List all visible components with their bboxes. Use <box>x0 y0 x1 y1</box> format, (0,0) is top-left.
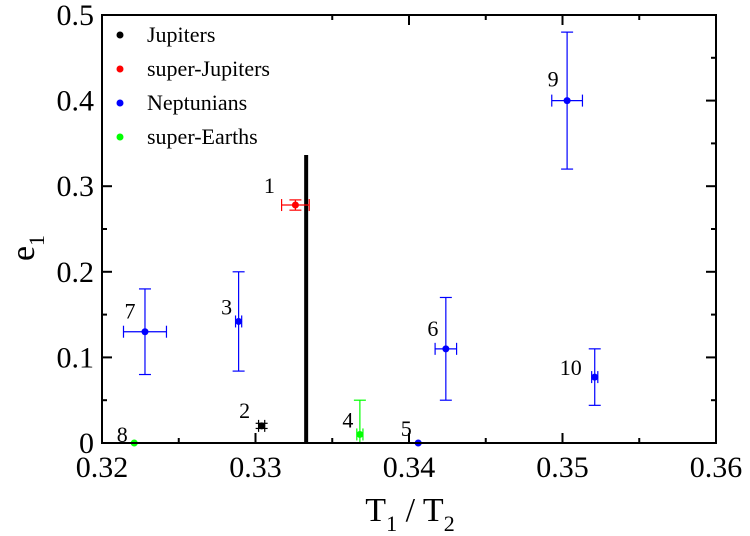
point-label: 2 <box>239 398 250 423</box>
y-tick-label: 0.2 <box>57 256 95 289</box>
point-marker <box>141 328 149 336</box>
point-label: 10 <box>560 355 582 380</box>
x-axis-label-main: T <box>365 492 386 529</box>
point-label: 7 <box>124 299 135 324</box>
point-label: 6 <box>427 316 438 341</box>
legend-box <box>103 16 310 155</box>
legend-entry: Neptunians <box>147 90 247 115</box>
y-axis-label: e1 <box>5 235 49 261</box>
point-marker <box>235 317 243 325</box>
x-tick-label: 0.34 <box>383 451 436 484</box>
x-tick-label: 0.36 <box>690 451 743 484</box>
y-tick-label: 0.3 <box>57 170 95 203</box>
point-marker <box>291 201 299 209</box>
point-label: 5 <box>401 416 412 441</box>
axis-ticks: 0.32 0.33 0.34 0.35 0.36 0 0.1 0.2 0.3 0.4 0.5 <box>57 0 743 484</box>
x-axis-label-sub1: 1 <box>386 511 397 536</box>
x-tick-label: 0.33 <box>229 451 282 484</box>
data-point: 4 <box>342 399 366 444</box>
point-marker <box>356 430 364 438</box>
point-marker <box>442 345 450 353</box>
data-point: 3 <box>221 271 245 372</box>
y-tick-label: 0.1 <box>57 341 95 374</box>
data-point: 6 <box>427 296 458 401</box>
y-axis-label-main: e <box>5 246 42 261</box>
x-axis-label-slash: / T <box>397 492 444 529</box>
data-point: 5 <box>401 416 422 447</box>
data-point: 10 <box>560 348 601 406</box>
x-axis-label: T1 / T2 <box>365 492 454 536</box>
legend: Jupiters super-Jupiters Neptunians super-Ea… <box>103 16 310 155</box>
legend-marker <box>116 65 124 73</box>
plot-frame <box>101 14 717 444</box>
y-tick-label: 0.5 <box>57 0 95 32</box>
data-point: 1 <box>264 173 310 212</box>
point-label: 3 <box>221 294 232 319</box>
x-tick-label: 0.32 <box>76 451 129 484</box>
data-point: 2 <box>239 398 268 432</box>
legend-marker <box>116 133 124 141</box>
legend-entry: super-Earths <box>147 124 258 149</box>
point-label: 8 <box>117 422 128 447</box>
point-marker <box>591 373 599 381</box>
legend-entry: Jupiters <box>147 22 215 47</box>
y-tick-label: 0.4 <box>57 85 95 118</box>
y-tick-label: 0 <box>79 427 94 460</box>
legend-entry: super-Jupiters <box>147 56 270 81</box>
legend-marker <box>116 31 124 39</box>
point-label: 9 <box>548 67 559 92</box>
point-marker <box>563 97 571 105</box>
data-point: 7 <box>122 288 168 376</box>
x-tick-label: 0.35 <box>536 451 589 484</box>
legend-marker <box>116 99 124 107</box>
point-marker <box>258 422 266 430</box>
y-axis-label-sub: 1 <box>24 235 49 246</box>
data-point: 9 <box>548 31 584 170</box>
point-label: 1 <box>264 173 275 198</box>
point-label: 4 <box>342 407 353 432</box>
data-points: 2 1 3 5 6 7 9 10 4 8 <box>117 31 601 447</box>
x-axis-label-sub2: 2 <box>444 511 455 536</box>
